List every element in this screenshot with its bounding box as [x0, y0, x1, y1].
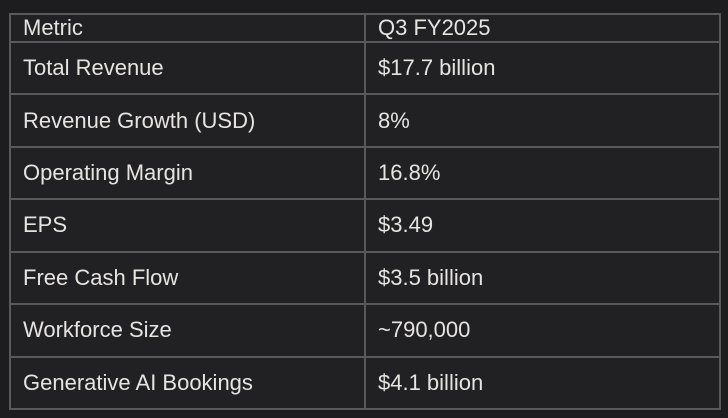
metric-name-cell: Operating Margin	[9, 145, 366, 201]
table-row: Revenue Growth (USD) 8%	[9, 93, 721, 148]
table-header: Metric Q3 FY2025	[9, 13, 721, 43]
metric-value-cell: 16.8%	[364, 145, 721, 201]
metric-value-cell: $3.5 billion	[364, 250, 721, 306]
table-body: Total Revenue $17.7 billion Revenue Grow…	[9, 40, 721, 411]
metric-name-cell: Workforce Size	[9, 303, 366, 358]
metric-name-cell: Free Cash Flow	[9, 250, 366, 306]
table-row: Workforce Size ~790,000	[9, 303, 721, 358]
metric-name-cell: Total Revenue	[9, 40, 366, 96]
metric-name-cell: Revenue Growth (USD)	[9, 93, 366, 148]
table-row: Generative AI Bookings $4.1 billion	[9, 355, 721, 411]
table-row: Free Cash Flow $3.5 billion	[9, 250, 721, 306]
header-row: Metric Q3 FY2025	[9, 13, 721, 43]
table-row: Operating Margin 16.8%	[9, 145, 721, 201]
metric-value-cell: 8%	[364, 93, 721, 148]
metric-value-cell: $17.7 billion	[364, 40, 721, 96]
table-row: Total Revenue $17.7 billion	[9, 40, 721, 96]
metric-name-cell: EPS	[9, 198, 366, 253]
column-header-period: Q3 FY2025	[364, 13, 721, 43]
metric-name-cell: Generative AI Bookings	[9, 355, 366, 411]
metric-value-cell: $3.49	[364, 198, 721, 253]
financial-metrics-table: Metric Q3 FY2025 Total Revenue $17.7 bil…	[9, 13, 721, 411]
table-row: EPS $3.49	[9, 198, 721, 253]
metric-value-cell: $4.1 billion	[364, 355, 721, 411]
metric-value-cell: ~790,000	[364, 303, 721, 358]
column-header-metric: Metric	[9, 13, 366, 43]
